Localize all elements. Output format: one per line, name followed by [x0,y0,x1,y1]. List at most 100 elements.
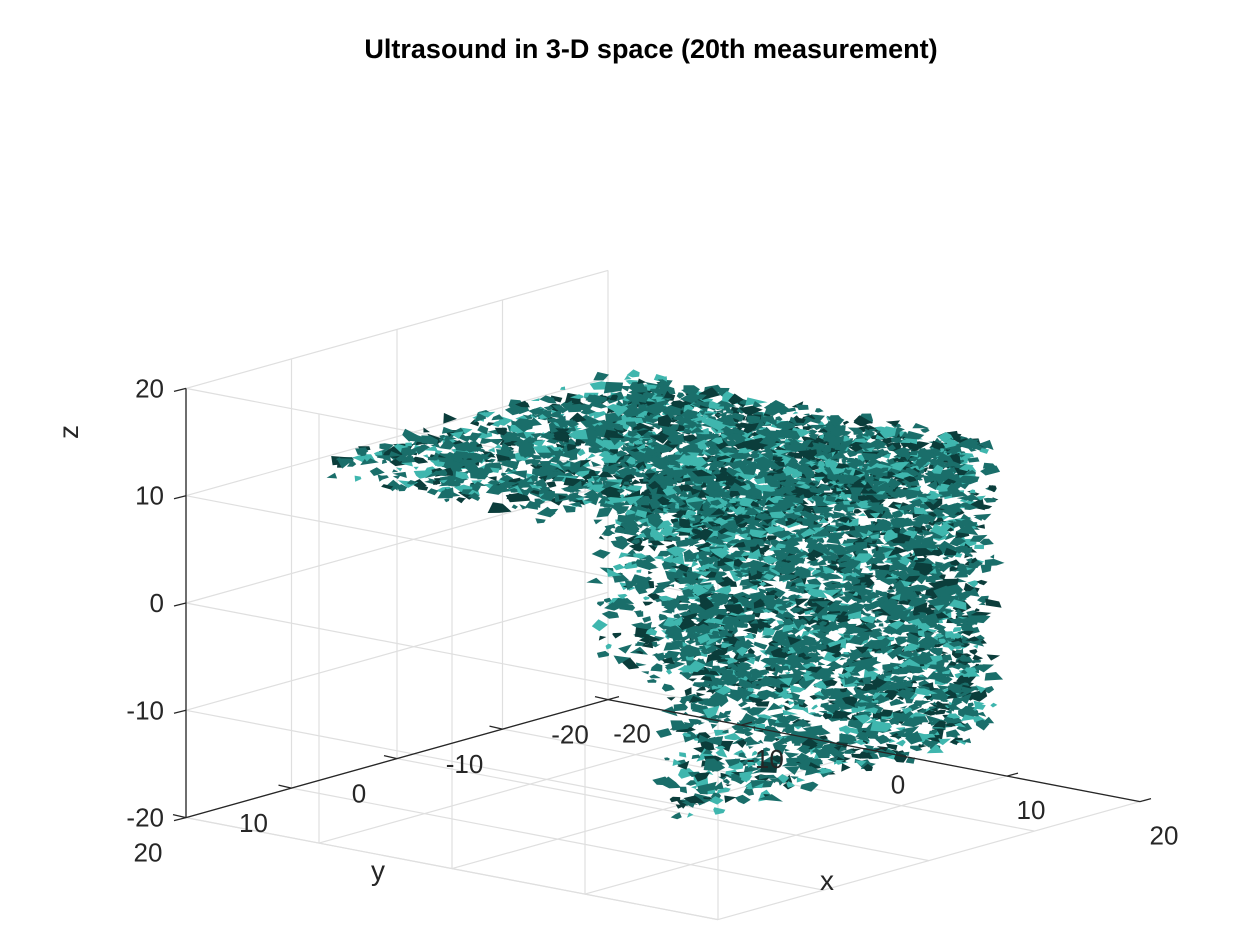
isosurface-fragment [886,589,895,593]
isosurface-fragment [438,479,448,484]
isosurface-fragment [648,454,658,459]
isosurface-fragment [978,602,986,606]
isosurface-fragment [875,673,882,678]
isosurface-fragment [914,507,929,515]
isosurface-fragment [877,546,896,555]
isosurface-fragment [911,700,932,710]
isosurface-fragment [857,465,863,470]
isosurface-fragment [708,567,720,573]
isosurface-fragment [828,771,836,775]
isosurface-fragment [905,526,916,532]
isosurface-fragment [689,424,697,429]
isosurface-fragment [887,620,905,630]
isosurface-fragment [926,457,940,464]
isosurface-fragment [490,420,502,427]
isosurface-fragment [848,518,853,524]
isosurface-fragment [713,695,729,708]
isosurface-fragment [819,490,824,494]
isosurface-fragment [759,435,777,446]
isosurface-fragment [954,569,969,578]
isosurface-fragment [612,425,624,431]
isosurface-fragment [873,667,879,671]
isosurface-fragment [863,763,873,772]
isosurface-fragment [710,670,720,676]
isosurface-fragment [835,524,853,532]
isosurface-fragment [685,511,696,516]
isosurface-fragment [551,405,564,410]
isosurface-fragment [912,423,930,429]
isosurface-fragment [771,626,784,631]
isosurface-fragment [649,520,673,529]
isosurface-fragment [792,607,801,614]
isosurface-fragment [916,459,930,470]
isosurface-fragment [477,425,489,435]
isosurface-fragment [847,591,856,595]
isosurface-fragment [864,428,875,437]
isosurface-fragment [673,613,681,619]
isosurface-fragment [869,512,881,519]
isosurface-fragment [642,616,651,623]
isosurface-fragment [839,590,845,595]
isosurface-fragment [711,630,720,638]
isosurface-fragment [955,475,980,485]
isosurface-fragment [683,385,700,397]
isosurface-fragment [816,458,824,463]
isosurface-fragment [984,686,995,694]
isosurface-fragment [929,655,943,663]
isosurface-fragment [906,555,917,561]
isosurface-fragment [596,650,610,658]
isosurface-fragment [729,489,741,498]
isosurface-fragment [875,618,884,623]
isosurface-fragment [864,574,876,580]
isosurface-fragment [528,501,541,508]
isosurface-fragment [689,456,707,468]
isosurface-fragment [849,671,856,676]
isosurface-fragment [786,781,796,788]
isosurface-fragment [626,421,638,428]
isosurface-fragment [675,458,691,467]
isosurface-fragment [736,653,748,660]
isosurface-fragment [894,488,910,497]
isosurface-fragment [756,555,765,561]
isosurface-fragment [709,689,716,695]
isosurface-fragment [679,518,691,529]
isosurface-fragment [896,637,913,643]
isosurface-fragment [604,423,617,432]
isosurface-fragment [424,470,444,479]
isosurface-fragment [642,459,652,464]
isosurface-fragment [592,476,601,482]
isosurface-fragment [460,452,475,461]
isosurface-fragment [526,478,533,482]
isosurface-fragment [946,527,954,532]
isosurface-fragment [778,677,793,687]
isosurface-fragment [633,532,647,539]
isosurface-fragment [648,407,661,413]
isosurface-fragment [932,468,954,481]
isosurface-fragment [708,796,724,805]
isosurface-fragment [710,461,726,468]
isosurface-fragment [706,469,713,475]
isosurface-fragment [849,626,870,634]
isosurface-fragment [942,556,950,560]
isosurface-fragment [904,643,919,652]
isosurface-fragment [745,559,767,570]
isosurface-fragment [870,732,879,738]
isosurface-fragment [522,414,531,419]
isosurface-fragment [635,650,644,655]
isosurface-fragment [725,784,732,787]
isosurface-fragment [954,553,963,558]
isosurface-fragment [895,689,916,701]
isosurface-fragment [667,644,677,649]
isosurface-fragment [479,472,490,477]
isosurface-fragment [766,535,778,542]
isosurface-fragment [782,709,798,716]
isosurface-fragment [864,476,875,482]
isosurface-fragment [691,607,707,614]
isosurface-fragment [837,505,848,510]
isosurface-fragment [617,514,638,524]
isosurface-fragment [947,514,960,519]
isosurface-fragment [947,459,962,467]
isosurface-fragment [850,491,866,504]
isosurface-fragment [705,677,718,687]
isosurface-fragment [814,767,833,774]
